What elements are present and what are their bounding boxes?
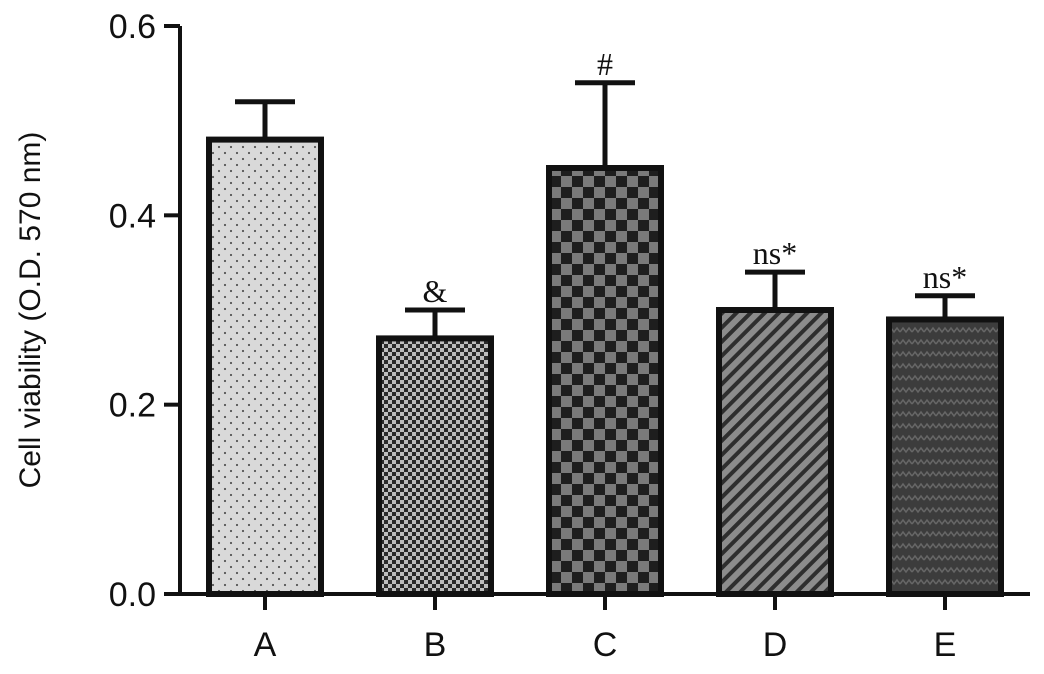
x-tick-label: A bbox=[254, 626, 277, 664]
significance-label: & bbox=[423, 273, 448, 309]
x-tick-label: C bbox=[593, 626, 618, 664]
y-tick-label: 0.4 bbox=[109, 197, 156, 235]
bar bbox=[206, 136, 324, 597]
significance-label: ns* bbox=[753, 235, 797, 271]
plot-area: 0.0 0.2 0.4 0.6 A B & C # Dns* Ens* bbox=[109, 8, 1030, 664]
bar bbox=[376, 335, 494, 597]
x-tick-label: B bbox=[424, 626, 447, 664]
significance-label: ns* bbox=[923, 259, 967, 295]
y-tick-label: 0.6 bbox=[109, 8, 156, 46]
bar bbox=[886, 316, 1004, 597]
bar bbox=[546, 165, 664, 597]
y-axis-title: Cell viability (O.D. 570 nm) bbox=[14, 132, 47, 489]
y-tick-label: 0.2 bbox=[109, 387, 156, 425]
x-tick-label: D bbox=[763, 626, 788, 664]
bar bbox=[716, 307, 834, 597]
x-tick-label: E bbox=[934, 626, 957, 664]
y-tick-label: 0.0 bbox=[109, 576, 156, 614]
significance-label: # bbox=[597, 46, 613, 82]
